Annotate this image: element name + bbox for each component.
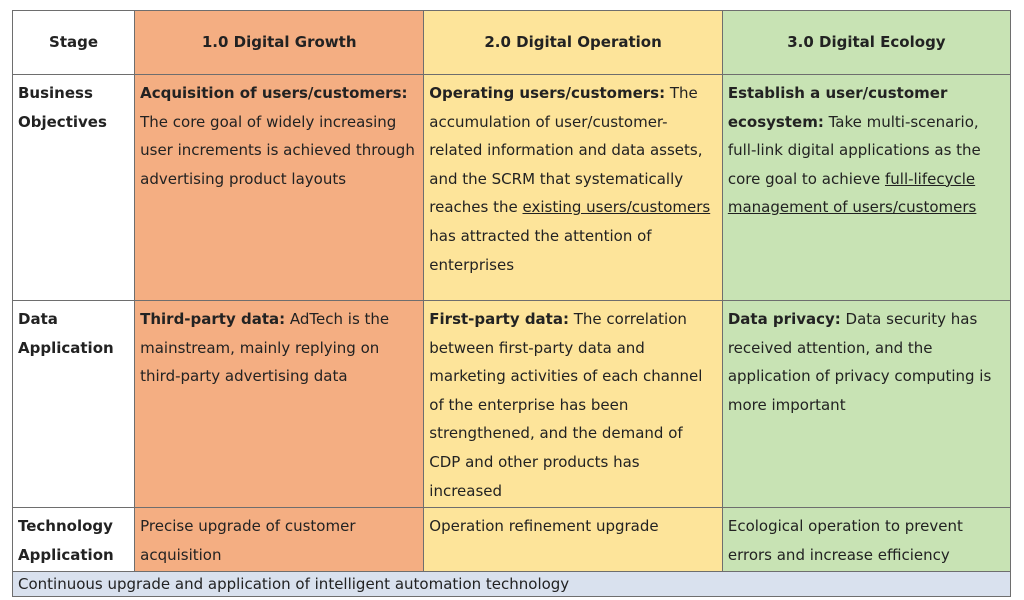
underlined-phrase: full-lifecycle management of users/custo… xyxy=(727,169,977,217)
footer-row: Continuous upgrade and application of in… xyxy=(12,571,1011,598)
growth-data-cell: Third-party data: AdTech is the mainstre… xyxy=(134,299,425,509)
digital-stages-table: Stage 1.0 Digital Growth 2.0 Digital Ope… xyxy=(11,10,1012,598)
cell-bold-lead: Data privacy: xyxy=(727,310,841,328)
automation-footer: Continuous upgrade and application of in… xyxy=(12,571,1011,598)
underlined-phrase: existing users/customers xyxy=(522,198,711,217)
operation-objectives-cell: Operating users/customers: The accumulat… xyxy=(423,74,723,301)
cell-text: AdTech is the mainstream, mainly replyin… xyxy=(140,310,390,386)
technology-application-label: Technology Application xyxy=(11,507,136,573)
header-row: Stage 1.0 Digital Growth 2.0 Digital Ope… xyxy=(11,10,1012,75)
stage-header: Stage xyxy=(11,10,136,75)
cell-text: The core goal of widely increasing user … xyxy=(140,112,415,188)
operation-technology-cell: Operation refinement upgrade xyxy=(423,507,723,573)
cell-text: Data security has received attention, an… xyxy=(727,310,992,414)
cell-text: The accumulation of user/customer-relate… xyxy=(429,84,703,217)
technology-application-row: Technology Application Precise upgrade o… xyxy=(11,507,1012,573)
digital-growth-header: 1.0 Digital Growth xyxy=(134,10,425,75)
data-application-label: Data Application xyxy=(11,299,136,509)
operation-data-cell: First-party data: The correlation betwee… xyxy=(423,299,723,509)
cell-bold-lead: Acquisition of users/customers: xyxy=(140,84,408,102)
cell-text: Take multi-scenario, full-link digital a… xyxy=(727,112,981,188)
cell-bold-lead: First-party data: xyxy=(429,310,569,328)
cell-bold-lead: Third-party data: xyxy=(140,310,286,328)
growth-technology-cell: Precise upgrade of customer acquisition xyxy=(134,507,425,573)
ecology-technology-cell: Ecological operation to prevent errors a… xyxy=(721,507,1012,573)
cell-text: The correlation between first-party data… xyxy=(429,310,703,500)
cell-bold-lead: Establish a user/customer ecosystem: xyxy=(727,84,948,131)
business-objectives-label: Business Objectives xyxy=(11,74,136,301)
digital-ecology-header: 3.0 Digital Ecology xyxy=(721,10,1012,75)
cell-text-after: has attracted the attention of enterpris… xyxy=(429,226,652,274)
ecology-data-cell: Data privacy: Data security has received… xyxy=(721,299,1012,509)
ecology-objectives-cell: Establish a user/customer ecosystem: Tak… xyxy=(721,74,1012,301)
business-objectives-row: Business Objectives Acquisition of users… xyxy=(11,74,1012,301)
digital-operation-header: 2.0 Digital Operation xyxy=(423,10,723,75)
growth-objectives-cell: Acquisition of users/customers: The core… xyxy=(134,74,425,301)
cell-bold-lead: Operating users/customers: xyxy=(429,84,666,102)
data-application-row: Data Application Third-party data: AdTec… xyxy=(11,299,1012,509)
